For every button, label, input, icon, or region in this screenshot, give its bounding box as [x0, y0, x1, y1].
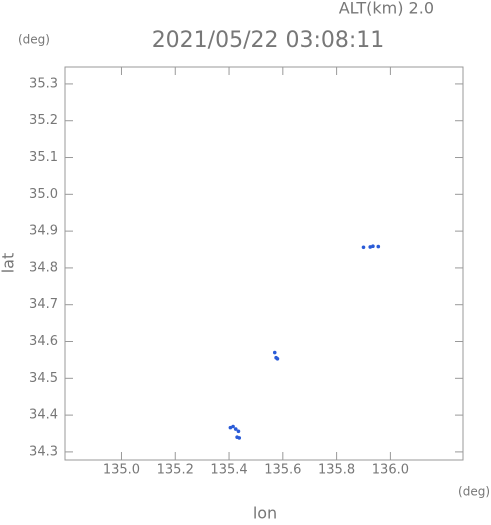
point: [275, 357, 280, 361]
y-tick-label: 34.4: [29, 408, 58, 423]
y-tick-label: 34.9: [29, 224, 58, 239]
y-tick-label: 35.0: [29, 187, 58, 202]
point: [361, 245, 366, 250]
x-tick-label: 135.8: [318, 463, 355, 478]
point: [376, 244, 381, 249]
y-tick-label: 34.5: [29, 371, 58, 386]
x-unit: (deg): [458, 485, 490, 499]
y-tick-label: 34.7: [29, 297, 58, 312]
altitude-label: ALT(km) 2.0: [339, 0, 434, 18]
y-tick-label: 34.3: [29, 444, 58, 459]
point: [371, 244, 375, 249]
y-tick-label: 35.1: [29, 150, 58, 165]
x-axis-title: lon: [253, 504, 277, 522]
plot-frame: [64, 66, 464, 461]
x-tick-label: 135.0: [103, 463, 140, 478]
y-tick-label: 35.3: [29, 76, 58, 91]
x-tick-label: 135.4: [210, 463, 247, 478]
point: [233, 427, 238, 431]
chart-title: 2021/05/22 03:08:11: [152, 28, 385, 53]
point: [231, 424, 235, 429]
x-tick-label: 135.2: [157, 463, 194, 478]
point: [237, 436, 242, 440]
point: [236, 429, 241, 434]
y-tick-label: 34.6: [29, 334, 58, 349]
y-tick-label: 35.2: [29, 113, 58, 128]
point: [272, 350, 277, 355]
point: [228, 425, 233, 430]
y-unit: (deg): [18, 33, 50, 47]
y-axis-title: lat: [0, 253, 18, 274]
x-tick-label: 135.6: [264, 463, 301, 478]
y-tick-label: 34.8: [29, 260, 58, 275]
x-tick-label: 136.0: [372, 463, 409, 478]
